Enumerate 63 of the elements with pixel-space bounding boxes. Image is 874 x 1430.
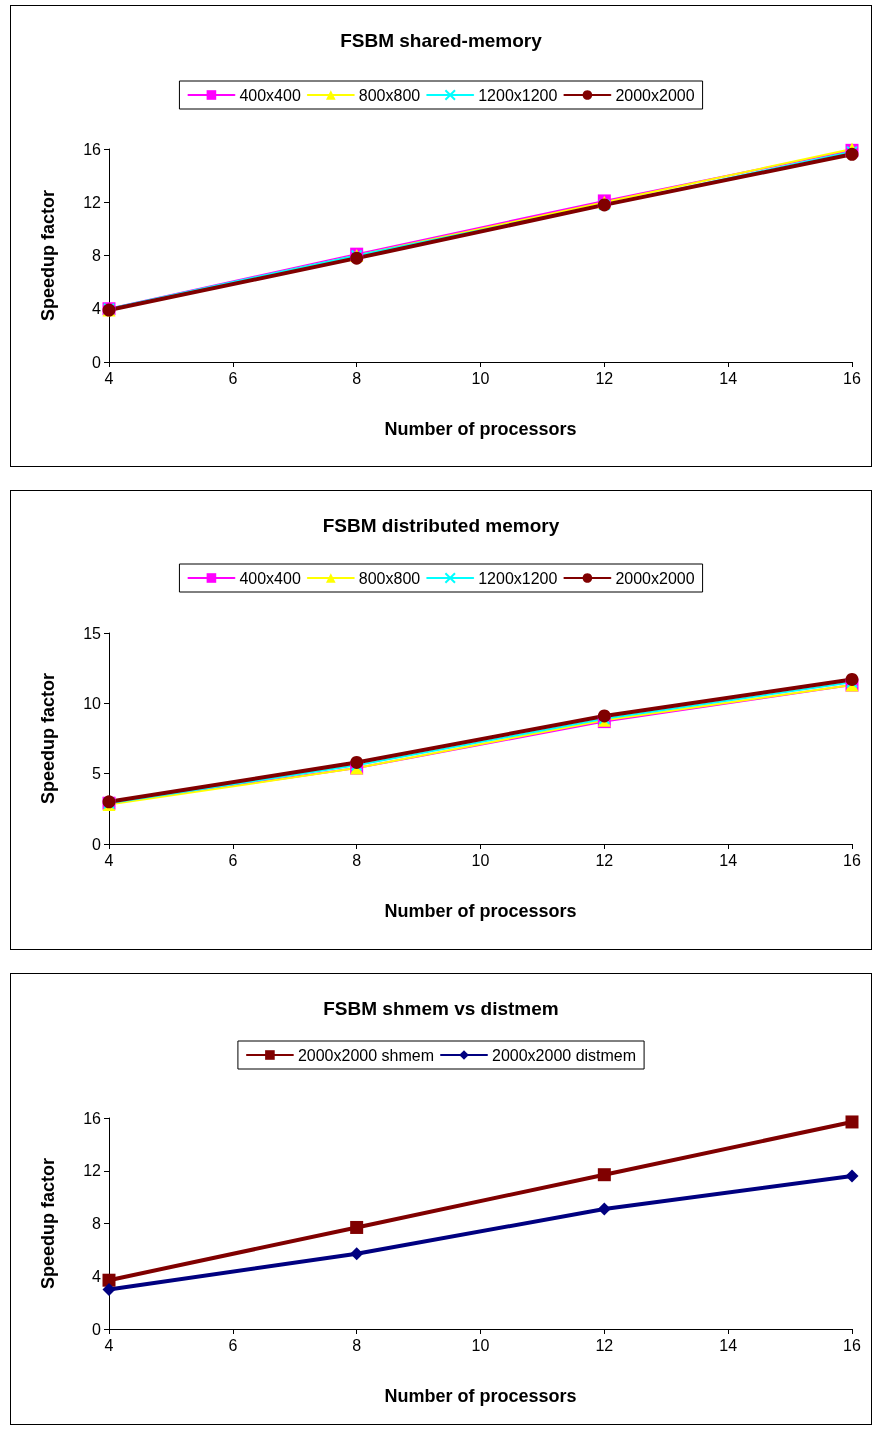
x-tick-label: 10 (471, 851, 490, 869)
x-tick-label: 14 (719, 1336, 738, 1354)
y-tick-label: 10 (83, 694, 102, 712)
point (845, 1115, 859, 1129)
y-tick-label: 8 (92, 1215, 102, 1232)
x-tick-label: 10 (471, 369, 490, 387)
x-tick-label: 16 (843, 1336, 861, 1354)
point (597, 1168, 611, 1182)
x-tick-label: 14 (719, 369, 738, 387)
y-tick-label: 16 (83, 1109, 102, 1127)
legend-label: 800x800 (358, 569, 421, 587)
point (350, 755, 364, 769)
legend-label: 1200x1200 (478, 569, 558, 587)
legend-label: 2000x2000 (615, 569, 695, 587)
legend-label: 2000x2000 (615, 86, 695, 104)
point (845, 672, 859, 686)
legend-label: 800x800 (358, 86, 421, 104)
x-tick-label: 12 (595, 851, 614, 869)
y-tick-label: 4 (92, 1267, 102, 1285)
point (845, 1169, 859, 1183)
x-axis-title: Number of processors (384, 419, 577, 439)
y-tick-label: 12 (83, 193, 102, 211)
x-tick-label: 4 (104, 369, 114, 387)
x-tick-label: 10 (471, 1336, 490, 1354)
x-tick-label: 6 (228, 1336, 238, 1354)
x-tick-label: 16 (843, 851, 861, 869)
chart-title: FSBM shared-memory (340, 30, 543, 51)
legend-label: 400x400 (239, 569, 301, 587)
y-tick-label: 8 (92, 247, 102, 264)
chart-title: FSBM distributed memory (322, 515, 560, 536)
y-axis-title: Speedup factor (38, 189, 58, 322)
x-tick-label: 12 (595, 1336, 614, 1354)
legend-label: 2000x2000 shmem (297, 1046, 435, 1064)
point (597, 1202, 611, 1216)
legend-label: 2000x2000 distmem (492, 1046, 637, 1064)
x-tick-label: 4 (104, 1336, 114, 1354)
y-tick-label: 0 (92, 353, 102, 371)
x-tick-label: 4 (104, 851, 114, 869)
x-tick-label: 6 (228, 369, 238, 387)
x-tick-label: 8 (352, 851, 362, 869)
y-tick-label: 15 (83, 624, 102, 642)
y-tick-label: 16 (83, 140, 102, 158)
x-axis-title: Number of processors (384, 1386, 577, 1406)
y-tick-label: 12 (83, 1162, 102, 1180)
y-axis-title: Speedup factor (38, 1157, 58, 1290)
x-tick-label: 16 (843, 369, 861, 387)
x-tick-label: 8 (352, 1336, 362, 1354)
x-tick-label: 12 (595, 369, 614, 387)
chart-title: FSBM shmem vs distmem (323, 998, 559, 1019)
x-tick-label: 14 (719, 851, 738, 869)
point (350, 1247, 364, 1261)
legend-label: 1200x1200 (478, 86, 558, 104)
x-axis-title: Number of processors (384, 901, 577, 921)
x-tick-label: 8 (352, 369, 362, 387)
y-tick-label: 4 (92, 300, 102, 318)
y-axis-title: Speedup factor (38, 672, 58, 805)
point (350, 1220, 364, 1234)
y-tick-label: 5 (92, 765, 102, 783)
y-tick-label: 0 (92, 835, 102, 853)
point (102, 1282, 116, 1296)
x-tick-label: 6 (228, 851, 238, 869)
legend-label: 400x400 (239, 86, 301, 104)
y-tick-label: 0 (92, 1320, 102, 1338)
